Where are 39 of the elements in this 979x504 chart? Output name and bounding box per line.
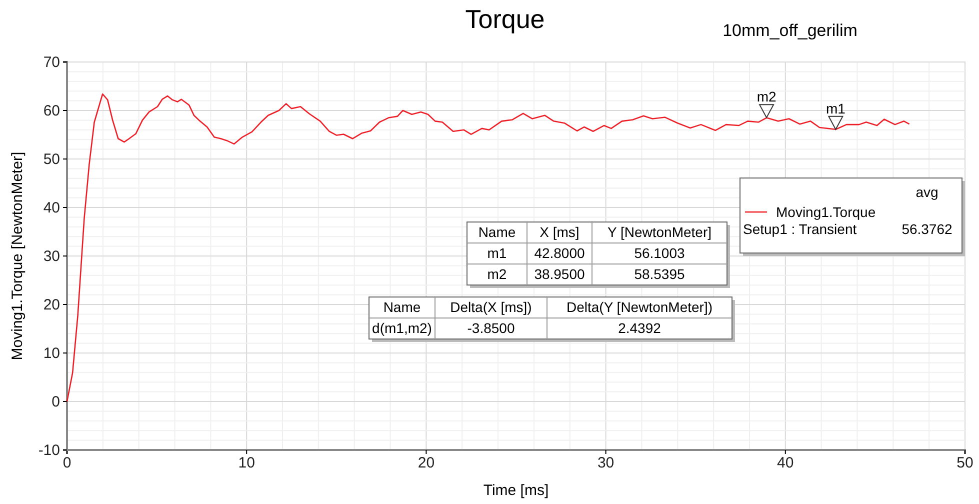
x-axis-title: Time [ms] bbox=[483, 482, 549, 499]
y-tick-label: -10 bbox=[38, 442, 60, 459]
x-tick-label: 10 bbox=[238, 454, 255, 472]
annotation: 42.8000 bbox=[534, 245, 586, 262]
annotation: avg bbox=[916, 184, 938, 200]
y-tick-label: 10 bbox=[43, 344, 60, 362]
annotation: Delta(Y [NewtonMeter]) bbox=[566, 299, 713, 316]
x-tick-label: 50 bbox=[956, 454, 974, 472]
x-tick-label: 30 bbox=[597, 454, 614, 472]
x-tick-label: 20 bbox=[418, 454, 435, 472]
annotation: X [ms] bbox=[540, 224, 580, 240]
annotation: m2 bbox=[756, 88, 776, 105]
chart-title: Torque bbox=[465, 4, 545, 34]
annotation: d(m1,m2) bbox=[372, 320, 432, 336]
annotation: m1 bbox=[487, 245, 507, 262]
annotation: Name bbox=[478, 224, 516, 240]
y-tick-label: 30 bbox=[43, 248, 60, 265]
y-tick-label: 0 bbox=[52, 393, 60, 410]
annotation: m2 bbox=[487, 266, 507, 282]
annotation: Delta(X [ms]) bbox=[450, 299, 532, 316]
annotation: -3.8500 bbox=[467, 320, 515, 336]
legend-label: Moving1.Torque Setup1 : Transient bbox=[743, 204, 876, 237]
x-tick-label: 40 bbox=[777, 454, 794, 472]
y-tick-label: 70 bbox=[43, 54, 60, 71]
annotation: 58.5395 bbox=[634, 266, 686, 282]
y-tick-label: 60 bbox=[43, 102, 60, 120]
y-tick-label: 20 bbox=[43, 296, 60, 314]
y-tick-label: 40 bbox=[43, 199, 60, 216]
annotation: 56.3762 bbox=[902, 221, 953, 237]
annotation: m1 bbox=[826, 100, 846, 116]
y-axis-title: Moving1.Torque [NewtonMeter] bbox=[9, 152, 26, 360]
y-tick-label: 50 bbox=[43, 150, 60, 168]
annotation: 2.4392 bbox=[618, 320, 662, 336]
annotation: Name bbox=[383, 299, 421, 316]
annotation: 38.9500 bbox=[534, 266, 586, 282]
x-tick-label: 0 bbox=[62, 454, 72, 472]
annotation: 56.1003 bbox=[634, 245, 686, 262]
chart-subtitle: 10mm_off_gerilim bbox=[722, 21, 858, 40]
annotation: Y [NewtonMeter] bbox=[607, 224, 712, 240]
